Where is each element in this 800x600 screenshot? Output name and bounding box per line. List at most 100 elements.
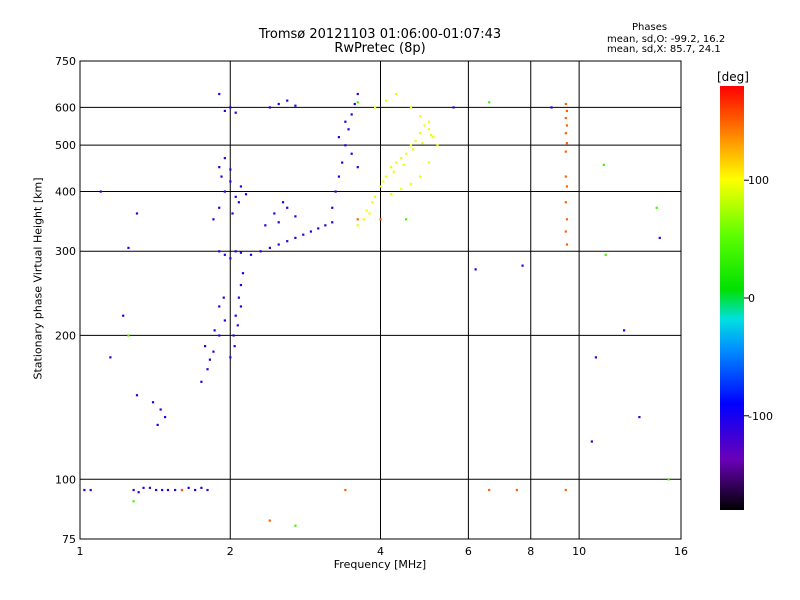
data-point <box>223 190 226 193</box>
data-point <box>350 113 353 116</box>
data-point <box>356 224 359 227</box>
data-point <box>99 190 102 193</box>
data-point <box>350 152 353 155</box>
data-point <box>234 314 237 317</box>
data-point <box>337 175 341 178</box>
data-point <box>218 206 221 209</box>
data-point <box>244 193 248 196</box>
data-point <box>344 144 347 147</box>
data-point <box>206 368 209 371</box>
y-tick-label: 400 <box>55 185 76 198</box>
data-point <box>132 500 135 503</box>
data-point <box>379 185 382 188</box>
data-points <box>83 92 670 527</box>
data-point <box>604 253 607 256</box>
data-point <box>259 250 262 253</box>
x-tick-label: 8 <box>527 545 534 558</box>
data-point <box>594 356 598 359</box>
data-point <box>324 224 327 227</box>
data-point <box>565 218 569 221</box>
data-point <box>286 99 289 102</box>
data-point <box>337 136 341 139</box>
data-point <box>622 329 626 332</box>
colorbar-tick-label: 100 <box>748 174 769 187</box>
y-tick-label: 600 <box>55 101 76 114</box>
data-point <box>430 134 433 137</box>
data-point <box>564 132 567 135</box>
data-point <box>521 264 524 267</box>
data-point <box>237 296 240 299</box>
data-point <box>218 166 221 169</box>
data-point <box>273 212 276 215</box>
data-point <box>220 175 223 178</box>
data-point <box>249 253 253 256</box>
phase-stats-heading: Phases <box>632 22 668 33</box>
data-point <box>353 102 356 106</box>
data-point <box>135 394 139 397</box>
data-point <box>277 102 280 106</box>
data-point <box>564 116 567 120</box>
data-point <box>237 201 240 204</box>
colorbar-ticks: 100 0 -100 <box>744 174 773 423</box>
data-point <box>208 358 212 361</box>
data-point <box>436 144 439 147</box>
data-point <box>218 334 221 337</box>
data-point <box>302 233 305 236</box>
chart-title: Tromsø 20121103 01:06:00-01:07:43 <box>258 27 502 42</box>
data-point <box>409 106 412 109</box>
data-point <box>474 268 477 271</box>
data-point <box>229 356 232 359</box>
data-point <box>268 246 271 249</box>
data-point <box>231 212 234 215</box>
data-point <box>223 157 226 160</box>
data-point <box>187 486 190 489</box>
data-point <box>83 488 86 492</box>
data-point <box>206 488 209 492</box>
data-point <box>200 380 203 383</box>
data-point <box>218 250 221 253</box>
data-point <box>384 175 388 178</box>
data-point <box>667 478 670 481</box>
data-point <box>234 250 237 253</box>
data-point <box>564 175 567 178</box>
data-point <box>405 218 408 221</box>
data-point <box>564 102 567 106</box>
data-point <box>356 92 359 96</box>
data-point <box>658 236 661 240</box>
data-point <box>402 163 405 166</box>
data-point <box>390 193 393 196</box>
data-point <box>239 283 243 287</box>
data-point <box>142 486 145 489</box>
y-tick-label: 100 <box>55 473 76 486</box>
data-point <box>331 221 334 224</box>
x-tick-label: 4 <box>377 545 384 558</box>
data-point <box>163 415 167 419</box>
data-point <box>166 488 170 492</box>
data-point <box>286 206 289 209</box>
data-point <box>419 115 422 118</box>
data-point <box>564 488 567 492</box>
data-point <box>212 218 215 221</box>
y-axis-label: Stationary phase Virtual Height [km] <box>31 177 45 380</box>
data-point <box>109 356 112 359</box>
colorbar-unit-label: [deg] <box>717 70 749 84</box>
data-point <box>344 488 347 492</box>
phase-stats-x: mean, sd,X: 85.7, 24.1 <box>607 44 721 55</box>
x-tick-label: 2 <box>227 545 234 558</box>
data-point <box>212 350 215 353</box>
data-point <box>229 180 232 183</box>
data-point <box>229 106 232 109</box>
data-point <box>331 206 334 209</box>
data-point <box>334 190 337 193</box>
data-point <box>379 218 382 221</box>
data-point <box>127 246 130 249</box>
data-point <box>390 166 393 169</box>
data-point <box>236 324 239 327</box>
x-tick-label: 16 <box>674 545 688 558</box>
data-point <box>392 170 395 173</box>
y-tick-label: 200 <box>55 329 76 342</box>
data-point <box>344 120 347 123</box>
data-point <box>173 488 177 492</box>
data-point <box>409 144 412 147</box>
